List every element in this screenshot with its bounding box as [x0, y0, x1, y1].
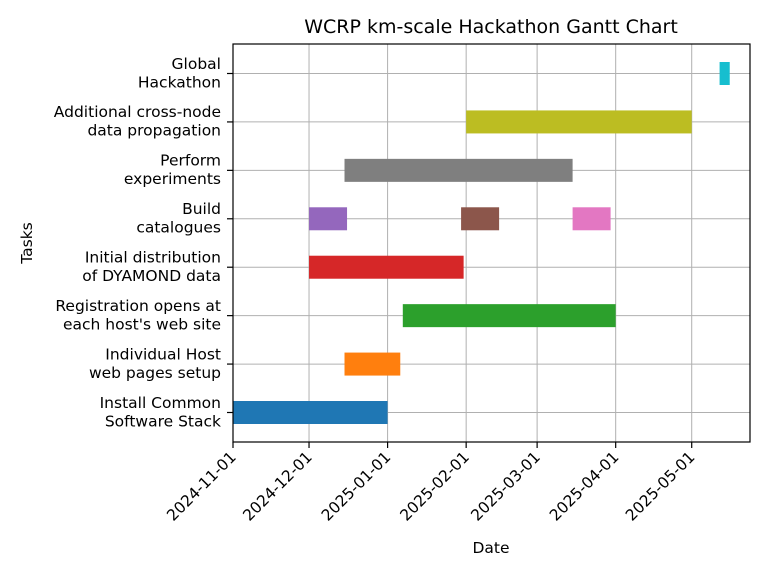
chart-title: WCRP km-scale Hackathon Gantt Chart [304, 16, 678, 38]
y-tick-label: Individual Host [105, 345, 221, 363]
y-tick-label: Registration opens at [55, 297, 221, 315]
x-tick-label: 2025-02-01 [397, 448, 473, 524]
gantt-bar [572, 207, 611, 231]
x-tick-label: 2025-04-01 [546, 448, 622, 524]
x-tick-label: 2025-01-01 [318, 448, 394, 524]
y-tick-label: each host's web site [63, 315, 221, 333]
y-tick-label: data propagation [87, 122, 221, 140]
y-tick-label: Hackathon [138, 73, 221, 91]
y-tick-label: Software Stack [105, 412, 221, 430]
gantt-bar [466, 110, 692, 134]
gantt-bar [344, 352, 401, 376]
y-tick-label: experiments [124, 170, 221, 188]
gantt-bar [309, 207, 348, 231]
gantt-bar [309, 255, 464, 279]
y-tick-label: web pages setup [89, 364, 221, 382]
grid-lines [232, 44, 750, 442]
plot-frame [232, 43, 751, 443]
y-tick-label: of DYAMOND data [82, 267, 221, 285]
gantt-bar [719, 62, 730, 85]
gantt-bar [461, 207, 500, 231]
y-tick-label: Install Common [100, 394, 221, 412]
x-axis-ticks: 2024-11-01 2024-12-01 2025-01-01 2025-02-01… [163, 442, 699, 525]
y-tick-label: Perform [160, 152, 221, 170]
y-tick-label: Additional cross-node [54, 103, 221, 121]
y-tick-label: Global [172, 55, 221, 73]
x-axis-label: Date [472, 539, 509, 557]
y-tick-label: Initial distribution [85, 248, 221, 266]
bars-layer [233, 62, 730, 424]
x-tick-label: 2025-03-01 [468, 448, 544, 524]
gantt-bar [344, 158, 573, 182]
x-tick-label: 2024-11-01 [163, 448, 239, 524]
y-tick-label: catalogues [136, 219, 221, 237]
gantt-bar [233, 401, 388, 424]
y-tick-label: Build [182, 200, 221, 218]
x-tick-label: 2025-05-01 [622, 448, 698, 524]
x-tick-label: 2024-12-01 [239, 448, 315, 524]
gantt-bar [402, 304, 616, 328]
y-axis-label: Tasks [18, 222, 36, 265]
